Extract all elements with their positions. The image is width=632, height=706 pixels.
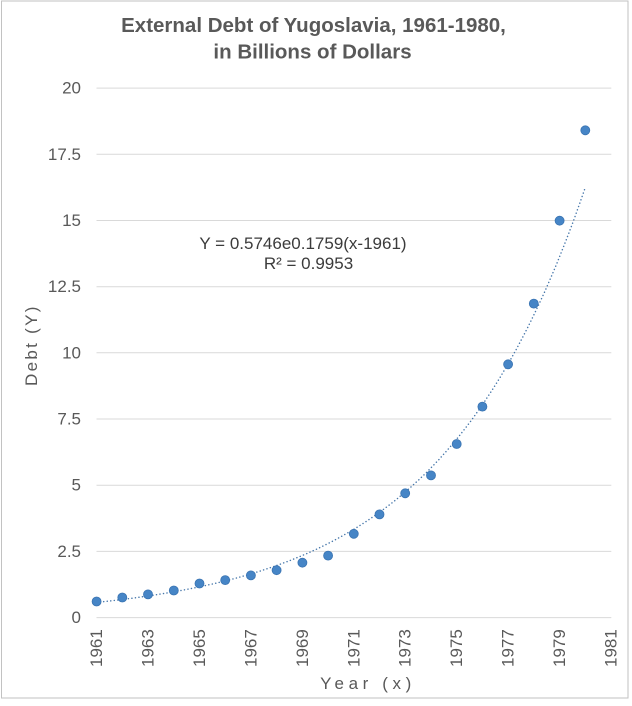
svg-text:1979: 1979	[550, 629, 569, 667]
svg-text:12.5: 12.5	[48, 277, 81, 296]
svg-text:5: 5	[72, 476, 81, 495]
svg-text:1973: 1973	[396, 629, 415, 667]
svg-text:1965: 1965	[190, 629, 209, 667]
svg-text:0: 0	[72, 608, 81, 627]
svg-text:1963: 1963	[139, 629, 158, 667]
svg-text:R² = 0.9953: R² = 0.9953	[264, 254, 353, 273]
svg-text:10: 10	[62, 343, 81, 362]
svg-text:15: 15	[62, 211, 81, 230]
svg-text:2.5: 2.5	[57, 542, 81, 561]
svg-text:Year (x): Year (x)	[320, 674, 416, 693]
svg-text:1975: 1975	[447, 629, 466, 667]
svg-text:Y = 0.5746e0.1759(x-1961): Y = 0.5746e0.1759(x-1961)	[199, 234, 406, 253]
svg-text:1961: 1961	[87, 629, 106, 667]
svg-text:1967: 1967	[241, 629, 260, 667]
svg-text:1971: 1971	[344, 629, 363, 667]
svg-text:in Billions of Dollars: in Billions of Dollars	[213, 41, 411, 64]
svg-text:20: 20	[62, 79, 81, 98]
svg-text:7.5: 7.5	[57, 410, 81, 429]
svg-text:1981: 1981	[602, 629, 621, 667]
svg-text:1969: 1969	[293, 629, 312, 667]
svg-text:17.5: 17.5	[48, 145, 81, 164]
svg-text:External Debt of Yugoslavia, 1: External Debt of Yugoslavia, 1961-1980,	[121, 14, 506, 37]
svg-text:1977: 1977	[499, 629, 518, 667]
svg-text:Debt (Y): Debt (Y)	[22, 304, 41, 386]
